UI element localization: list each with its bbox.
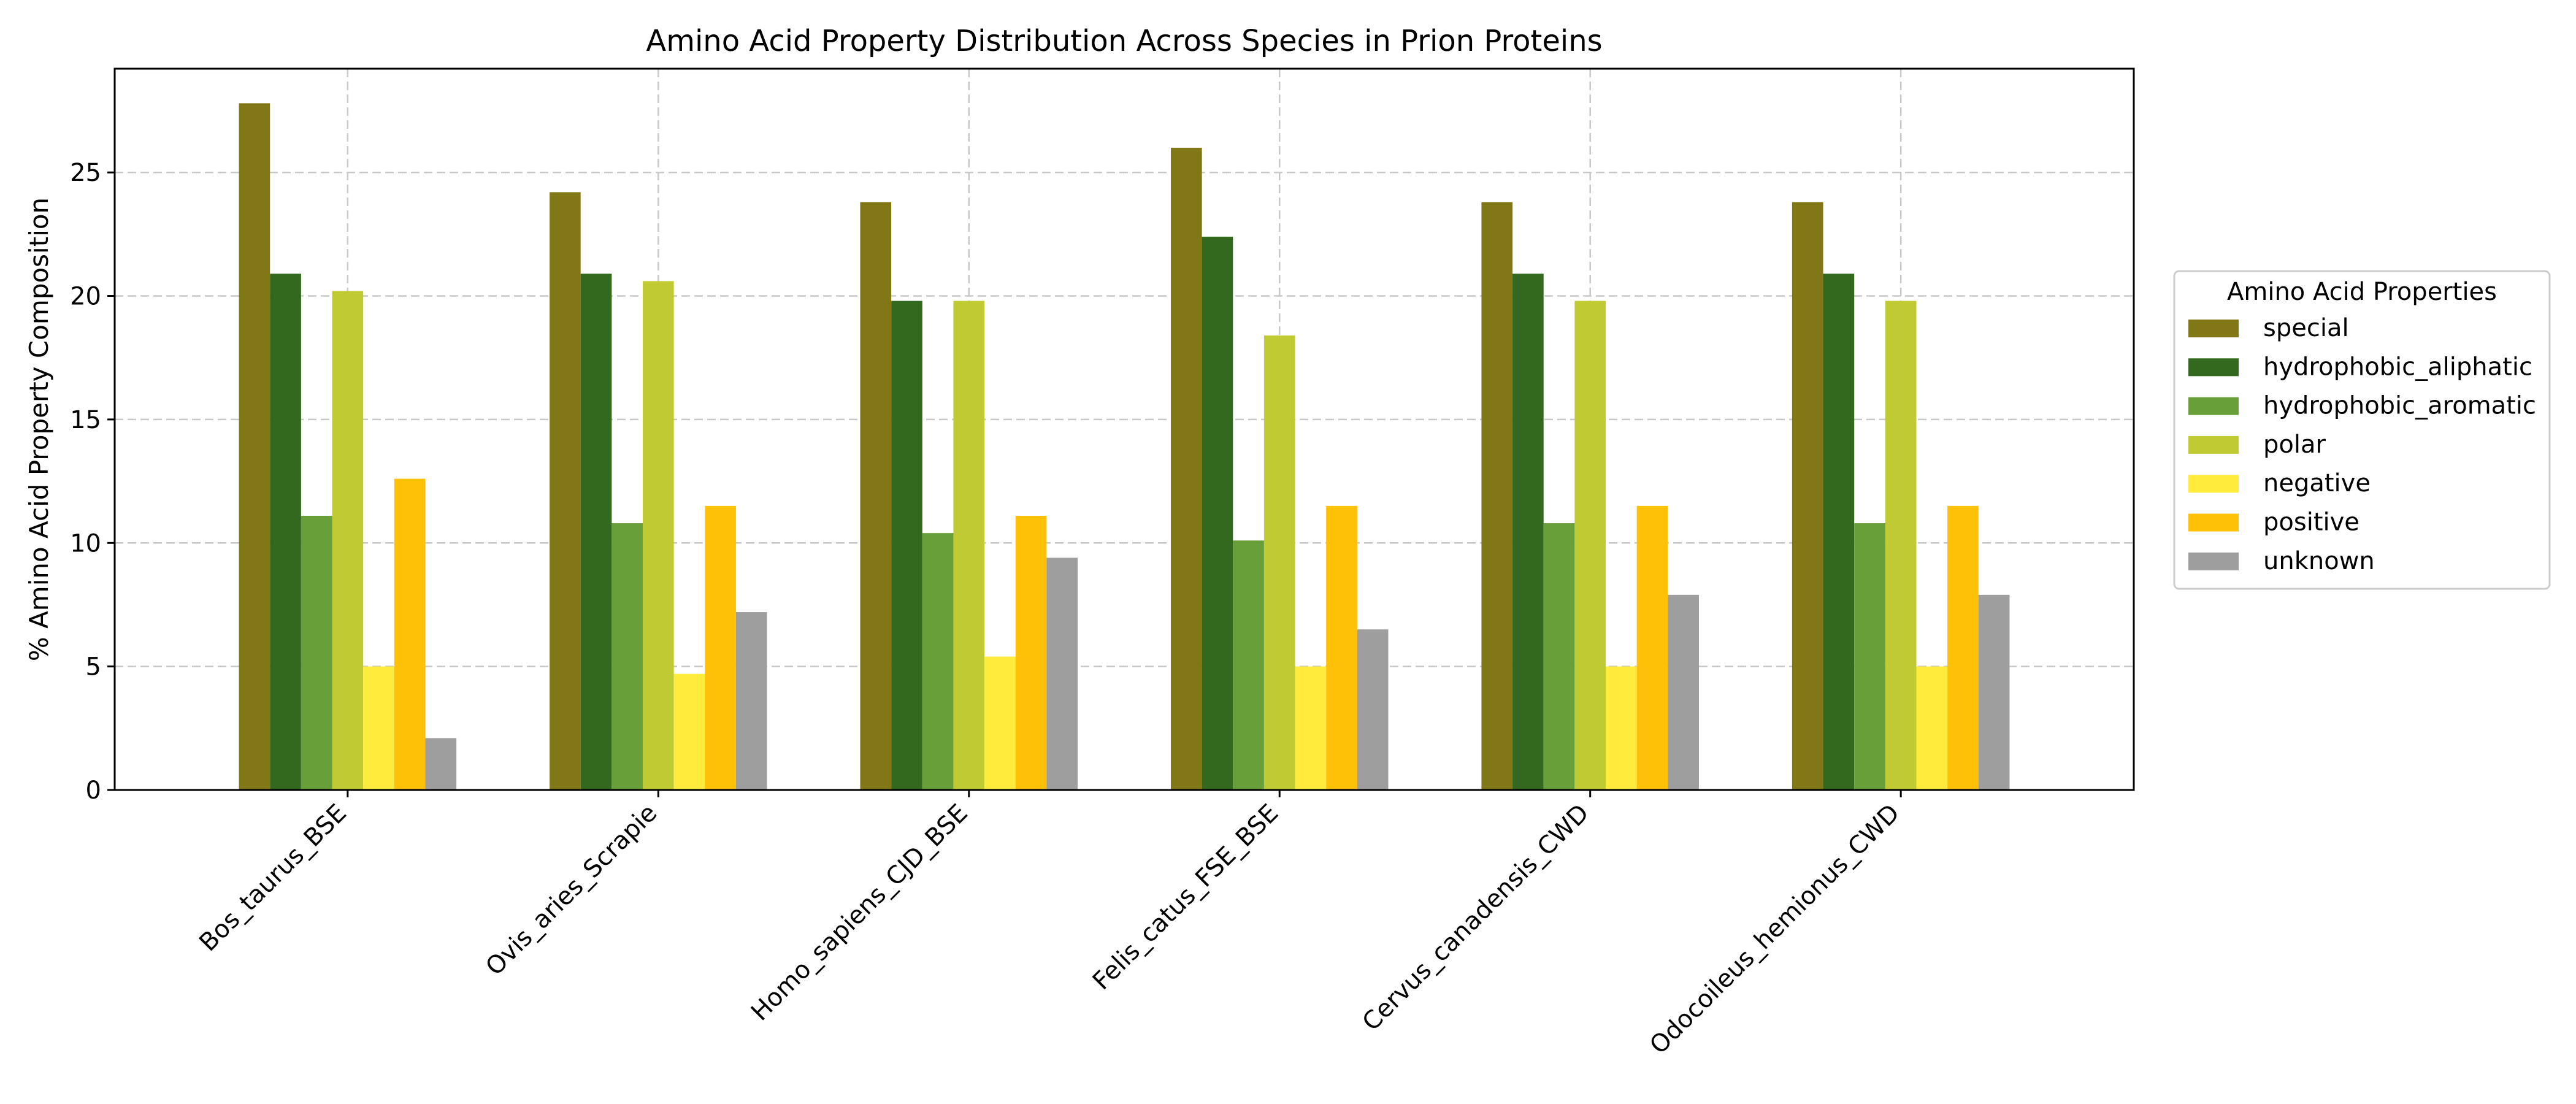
bar-polar <box>1574 301 1606 791</box>
bar-special <box>1481 202 1513 790</box>
bar-unknown <box>1978 594 2010 790</box>
bar-polar <box>332 291 364 790</box>
bar-hydrophobic_aromatic <box>1854 523 1885 790</box>
bar-hydrophobic_aromatic <box>301 515 332 790</box>
bar-special <box>1170 147 1202 790</box>
y-tick-label: 15 <box>70 406 101 434</box>
bar-unknown <box>1668 594 1699 790</box>
bar-special <box>239 103 270 791</box>
bar-negative <box>1295 666 1327 790</box>
legend-swatch-polar <box>2188 435 2239 454</box>
bar-positive <box>1947 505 1979 790</box>
bar-hydrophobic_aromatic <box>611 523 643 790</box>
legend-label-hydrophobic_aliphatic: hydrophobic_aliphatic <box>2263 353 2532 381</box>
x-tick-label: Odocoileus_hemionus_CWD <box>1644 799 1905 1060</box>
legend-swatch-hydrophobic_aromatic <box>2188 397 2239 415</box>
bar-negative <box>673 673 705 790</box>
legend-title: Amino Acid Properties <box>2227 278 2497 306</box>
bar-polar <box>1885 301 1917 791</box>
legend-swatch-special <box>2188 320 2239 337</box>
chart-title: Amino Acid Property Distribution Across … <box>646 24 1602 58</box>
bar-hydrophobic_aliphatic <box>270 274 301 790</box>
x-tick-label: Homo_sapiens_CJD_BSE <box>746 799 973 1027</box>
legend-swatch-unknown <box>2188 552 2239 570</box>
bar-positive <box>1636 505 1668 790</box>
bar-hydrophobic_aliphatic <box>891 301 922 791</box>
x-tick-label: Cervus_canadensis_CWD <box>1357 799 1595 1037</box>
legend-label-unknown: unknown <box>2263 547 2375 575</box>
bar-unknown <box>425 738 457 790</box>
bar-unknown <box>1046 558 1078 790</box>
bar-hydrophobic_aliphatic <box>1823 274 1855 790</box>
y-tick-label: 20 <box>70 283 101 311</box>
bar-negative <box>1606 666 1637 790</box>
bar-special <box>1792 202 1823 790</box>
bar-hydrophobic_aliphatic <box>580 274 612 790</box>
y-tick-label: 5 <box>86 653 101 681</box>
bar-hydrophobic_aliphatic <box>1202 236 1233 790</box>
legend-label-positive: positive <box>2263 508 2359 537</box>
bar-hydrophobic_aromatic <box>1543 523 1575 790</box>
x-axis: Bos_taurus_BSE Ovis_aries_Scrapie Homo_sap… <box>194 790 1905 1060</box>
bar-positive <box>1015 515 1047 790</box>
bar-negative <box>1916 666 1948 790</box>
y-tick-label: 25 <box>70 159 101 187</box>
bar-polar <box>953 301 985 791</box>
bar-polar <box>1263 335 1295 790</box>
bar-polar <box>642 281 674 790</box>
bars <box>239 103 2010 791</box>
bar-hydrophobic_aliphatic <box>1512 274 1544 790</box>
bar-special <box>550 192 581 790</box>
bar-special <box>860 202 892 790</box>
bar-positive <box>394 478 426 790</box>
bar-hydrophobic_aromatic <box>1233 540 1264 790</box>
legend-box <box>2173 270 2551 590</box>
y-axis-label: % Amino Acid Property Composition <box>24 197 54 661</box>
bar-positive <box>1326 505 1357 790</box>
x-tick-label: Bos_taurus_BSE <box>194 799 352 957</box>
legend-label-hydrophobic_aromatic: hydrophobic_aromatic <box>2263 392 2536 420</box>
bar-unknown <box>1357 629 1389 790</box>
legend: Amino Acid Properties special hydrophobic… <box>2173 270 2551 590</box>
legend-swatch-hydrophobic_aliphatic <box>2188 358 2239 377</box>
y-axis: 0 5 10 15 20 25 <box>70 159 115 805</box>
grid-lines <box>115 69 2134 791</box>
bar-negative <box>363 666 394 790</box>
plot-frame <box>113 67 2135 791</box>
x-tick-label: Ovis_aries_Scrapie <box>480 799 662 981</box>
x-tick-label: Felis_catus_FSE_BSE <box>1087 799 1284 995</box>
y-tick-label: 0 <box>86 776 101 805</box>
legend-swatch-positive <box>2188 513 2239 532</box>
bar-unknown <box>735 612 767 790</box>
bar-positive <box>705 505 736 790</box>
legend-label-polar: polar <box>2263 431 2326 459</box>
y-tick-label: 10 <box>70 529 101 558</box>
legend-label-negative: negative <box>2263 469 2371 497</box>
bar-negative <box>984 656 1016 790</box>
bar-hydrophobic_aromatic <box>922 533 954 790</box>
legend-swatch-negative <box>2188 475 2239 493</box>
legend-label-special: special <box>2263 314 2349 342</box>
